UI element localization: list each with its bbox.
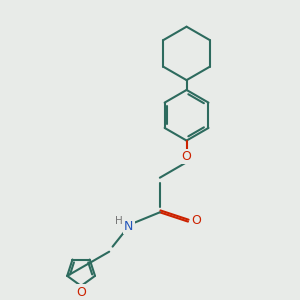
Text: O: O — [76, 286, 86, 299]
Text: H: H — [115, 216, 123, 226]
Text: O: O — [191, 214, 201, 227]
Text: N: N — [124, 220, 134, 233]
Text: O: O — [182, 150, 191, 163]
